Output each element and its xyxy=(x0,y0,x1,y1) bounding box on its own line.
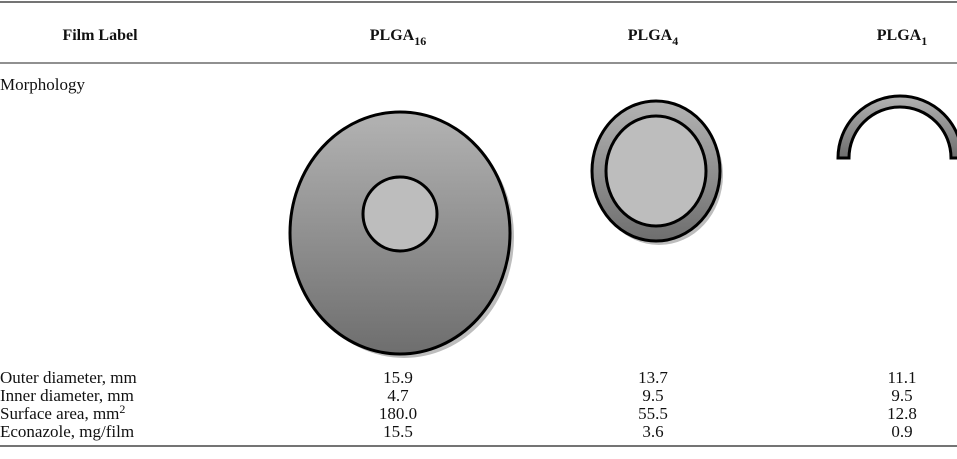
header-cell: Film Label xyxy=(62,27,138,44)
row-label-text: Inner diameter, mm xyxy=(0,386,134,405)
header-base: PLGA xyxy=(628,27,673,44)
cell: 4.7 xyxy=(387,386,409,405)
cell: 55.5 xyxy=(638,404,668,423)
header-cell: PLGA1 xyxy=(877,27,927,48)
film-plga1 xyxy=(836,94,957,160)
cell: 15.5 xyxy=(383,422,413,441)
row-label: Outer diameter, mm xyxy=(0,368,137,387)
header-sub: 1 xyxy=(921,34,927,48)
header-base: PLGA xyxy=(370,27,415,44)
row-label-sup: 2 xyxy=(119,402,125,416)
rows: Outer diameter, mm 15.9 13.7 11.1 Inner diam… xyxy=(0,368,917,441)
header-cell: PLGA16 xyxy=(370,27,426,48)
morphology-label: Morphology xyxy=(0,75,86,94)
row-label-text: Surface area, mm xyxy=(0,404,119,423)
row-label: Inner diameter, mm xyxy=(0,386,134,405)
row-label: Econazole, mg/film xyxy=(0,422,134,441)
cell: 13.7 xyxy=(638,368,668,387)
cell: 9.5 xyxy=(891,386,912,405)
cell: 12.8 xyxy=(887,404,917,423)
header-sub: 16 xyxy=(414,34,426,48)
cell: 3.6 xyxy=(642,422,663,441)
cell: 180.0 xyxy=(379,404,417,423)
header-cell: PLGA4 xyxy=(628,27,678,48)
row-label: Surface area, mm2 xyxy=(0,402,125,423)
header-sub: 4 xyxy=(672,34,678,48)
row-label-text: Outer diameter, mm xyxy=(0,368,137,387)
cell: 15.9 xyxy=(383,368,413,387)
cell: 11.1 xyxy=(887,368,916,387)
cell: 0.9 xyxy=(891,422,912,441)
film-plga4 xyxy=(590,99,722,243)
film-plga16 xyxy=(288,110,512,356)
cell: 9.5 xyxy=(642,386,663,405)
header-base: PLGA xyxy=(877,27,922,44)
row-label-text: Econazole, mg/film xyxy=(0,422,134,441)
